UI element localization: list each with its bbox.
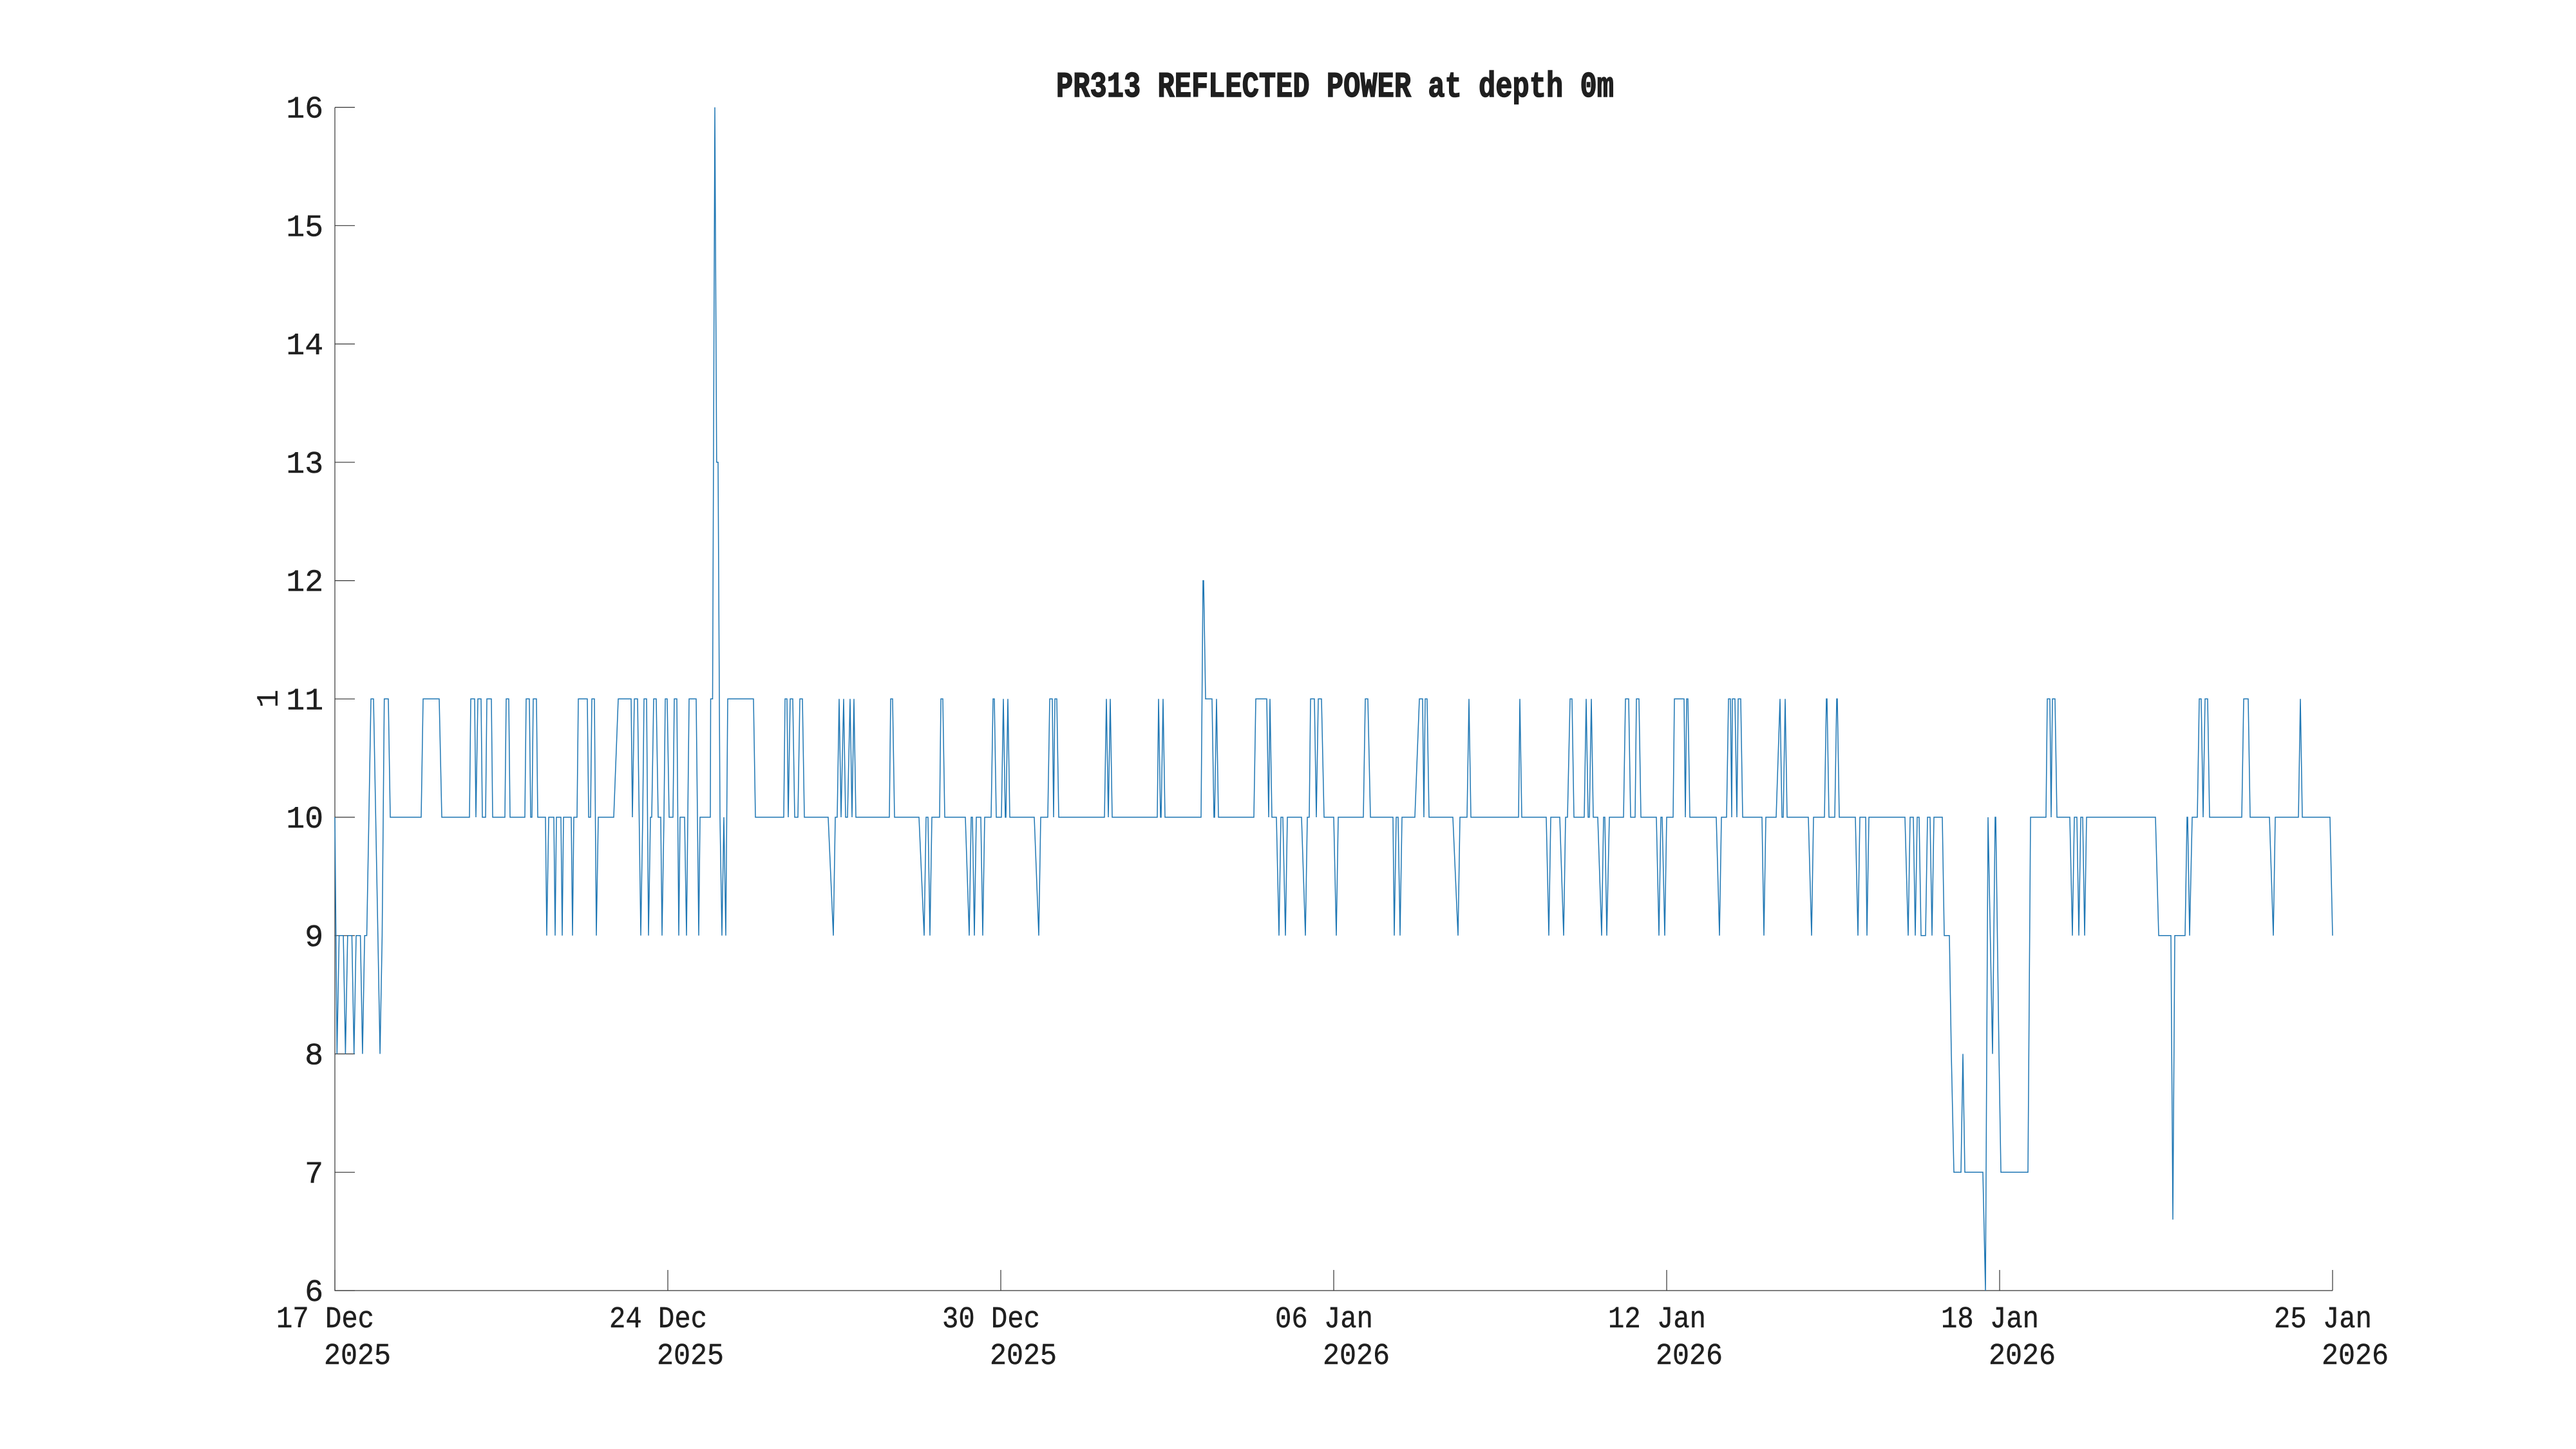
svg-text:15: 15	[286, 211, 323, 245]
svg-text:12 Jan: 12 Jan	[1608, 1303, 1706, 1337]
svg-text:1: 1	[252, 690, 287, 708]
svg-text:2025: 2025	[990, 1340, 1057, 1374]
svg-text:8: 8	[305, 1039, 323, 1074]
svg-text:7: 7	[305, 1157, 323, 1192]
svg-text:2026: 2026	[2322, 1340, 2389, 1374]
svg-text:12: 12	[286, 566, 323, 601]
svg-text:11: 11	[286, 684, 323, 719]
svg-text:2026: 2026	[1989, 1340, 2056, 1374]
svg-text:16: 16	[286, 93, 323, 128]
svg-text:2026: 2026	[1323, 1340, 1390, 1374]
svg-text:24 Dec: 24 Dec	[609, 1303, 707, 1337]
svg-text:2025: 2025	[657, 1340, 724, 1374]
svg-text:10: 10	[286, 802, 323, 837]
svg-text:06 Jan: 06 Jan	[1275, 1303, 1373, 1337]
svg-text:9: 9	[305, 921, 323, 956]
svg-text:6: 6	[305, 1276, 323, 1311]
svg-text:13: 13	[286, 448, 323, 482]
svg-text:18 Jan: 18 Jan	[1941, 1303, 2039, 1337]
svg-text:14: 14	[286, 329, 323, 364]
svg-text:2025: 2025	[324, 1340, 391, 1374]
svg-text:17 Dec: 17 Dec	[276, 1303, 374, 1337]
svg-text:25 Jan: 25 Jan	[2274, 1303, 2372, 1337]
svg-text:PR313 REFLECTED POWER at depth: PR313 REFLECTED POWER at depth 0m	[1056, 66, 1614, 108]
svg-text:2026: 2026	[1656, 1340, 1723, 1374]
svg-text:30 Dec: 30 Dec	[942, 1303, 1040, 1337]
